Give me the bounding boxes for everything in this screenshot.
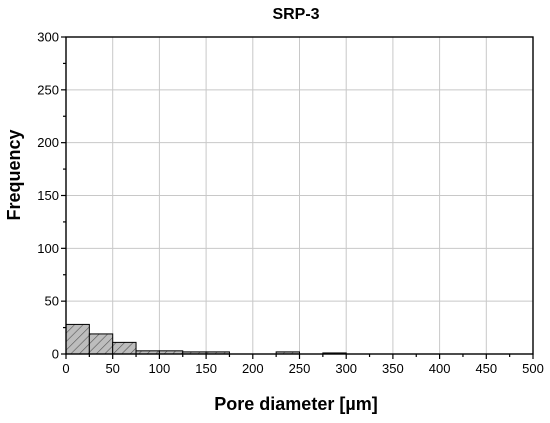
- y-tick-label: 300: [37, 30, 59, 45]
- chart-title: SRP-3: [272, 6, 319, 23]
- y-axis-label: Frequency: [4, 129, 24, 220]
- y-axis-tick-labels: 0 50 100 150 200 250 300: [37, 30, 59, 362]
- x-tick-label: 150: [195, 361, 217, 376]
- y-tick-label: 250: [37, 82, 59, 97]
- x-tick-label: 350: [382, 361, 404, 376]
- histogram-bars: [65, 323, 347, 355]
- x-tick-label: 50: [105, 361, 119, 376]
- x-tick-label: 100: [149, 361, 171, 376]
- x-tick-label: 200: [242, 361, 264, 376]
- x-tick-label: 450: [475, 361, 497, 376]
- x-tick-label: 0: [62, 361, 69, 376]
- grid-lines: [65, 36, 534, 355]
- x-axis-tick-labels: 0 50 100 150 200 250 300 350 400 450 500: [62, 361, 543, 376]
- histogram-bar: [65, 323, 90, 355]
- y-tick-label: 50: [45, 294, 59, 309]
- x-tick-label: 300: [335, 361, 357, 376]
- y-tick-label: 200: [37, 135, 59, 150]
- axis-ticks: [61, 36, 534, 359]
- y-tick-label: 100: [37, 241, 59, 256]
- x-tick-label: 400: [429, 361, 451, 376]
- y-tick-label: 150: [37, 188, 59, 203]
- histogram-bar: [112, 341, 137, 355]
- histogram-bar: [88, 333, 114, 355]
- x-axis-label: Pore diameter [µm]: [214, 394, 377, 414]
- y-tick-label: 0: [52, 347, 59, 362]
- x-tick-label: 250: [289, 361, 311, 376]
- x-tick-label: 500: [522, 361, 544, 376]
